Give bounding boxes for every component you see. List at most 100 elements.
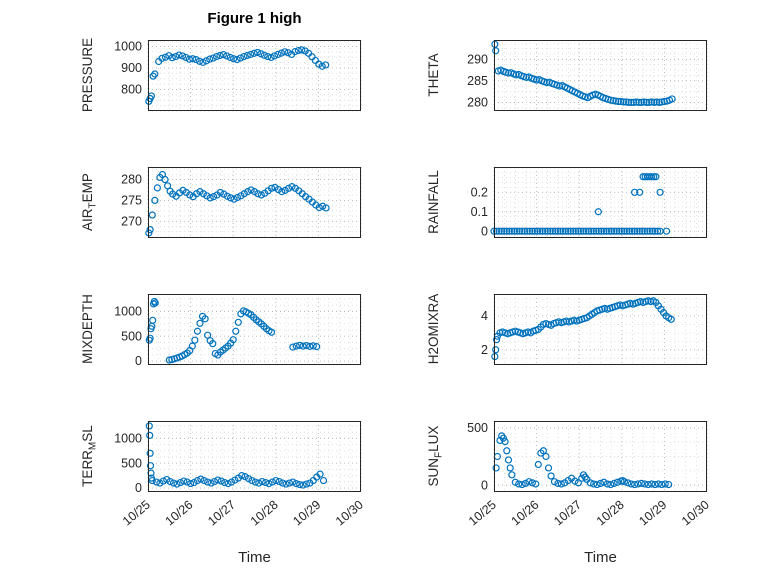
data-point xyxy=(508,471,516,479)
data-point xyxy=(229,336,237,344)
data-point xyxy=(169,479,178,487)
data-point xyxy=(667,315,675,323)
data-point xyxy=(240,52,248,61)
data-point xyxy=(253,48,262,57)
data-point xyxy=(505,227,513,235)
data-point xyxy=(173,480,181,488)
data-point xyxy=(504,69,513,77)
data-point xyxy=(267,53,275,62)
data-point xyxy=(523,227,531,235)
subplot-sunflux: SUNFLUX 0 500 10/25 10/26 10/27 10/28 10/29 10/… xyxy=(426,421,712,528)
axes-border xyxy=(494,421,707,492)
data-point xyxy=(627,98,635,106)
data-point xyxy=(255,479,263,487)
ylabel-text: SL xyxy=(80,425,95,442)
data-point xyxy=(641,480,649,488)
data-point xyxy=(544,464,553,472)
data-point xyxy=(223,192,231,200)
y-tick-label: 270 xyxy=(121,214,142,228)
x-tick-label: 10/25 xyxy=(466,498,499,529)
data-point xyxy=(515,227,524,235)
data-point xyxy=(193,327,202,335)
data-point xyxy=(492,346,500,354)
data-point xyxy=(594,208,602,216)
data-point xyxy=(221,478,229,487)
data-point xyxy=(146,462,155,470)
data-point xyxy=(571,477,579,485)
data-point xyxy=(210,477,219,486)
subplot-rainfall: RAINFALL 0 0.1 0.2 xyxy=(426,167,708,238)
data-point xyxy=(214,476,222,484)
y-tick-label: 0 xyxy=(481,224,488,238)
data-point xyxy=(236,54,245,62)
data-point xyxy=(628,227,636,235)
data-point xyxy=(219,51,228,59)
data-point xyxy=(658,480,666,489)
data-point xyxy=(145,422,153,430)
y-tick-label: 280 xyxy=(467,96,488,110)
data-point xyxy=(668,95,676,103)
data-point xyxy=(513,227,521,235)
data-point xyxy=(232,327,240,335)
data-point xyxy=(607,227,616,235)
data-point xyxy=(660,97,668,106)
data-point xyxy=(511,478,519,486)
data-point xyxy=(648,480,656,488)
data-point xyxy=(512,71,520,79)
data-point xyxy=(207,479,215,487)
plot-background xyxy=(148,167,361,238)
data-point xyxy=(508,227,516,235)
data-point xyxy=(285,479,294,487)
data-point xyxy=(633,227,641,235)
data-point xyxy=(619,98,628,106)
y-tick-label: 0.2 xyxy=(471,185,488,199)
data-point xyxy=(318,62,326,70)
data-point xyxy=(635,98,643,106)
data-point xyxy=(577,227,585,235)
data-point xyxy=(226,53,234,62)
data-point xyxy=(510,227,519,235)
data-point xyxy=(292,342,300,350)
data-point xyxy=(554,227,562,235)
y-tick-label: 1000 xyxy=(114,432,142,446)
data-point xyxy=(620,478,628,486)
data-point xyxy=(655,98,663,106)
data-point xyxy=(210,193,218,201)
data-point xyxy=(313,343,321,351)
data-point xyxy=(547,472,555,480)
ylabel-text: TERR xyxy=(80,450,95,487)
plot-area-terrmsl: 0 500 1000 10/25 10/26 10/27 10/28 10/29 10/30 xyxy=(114,421,366,528)
data-point xyxy=(612,97,620,105)
data-point xyxy=(607,96,615,104)
data-point xyxy=(322,204,330,212)
data-point xyxy=(268,478,276,486)
axes-border xyxy=(494,40,707,111)
data-point xyxy=(289,343,297,351)
data-point xyxy=(275,477,283,486)
data-point xyxy=(202,57,210,65)
x-tick-label: 10/30 xyxy=(333,498,366,529)
data-point xyxy=(556,82,564,90)
data-point xyxy=(625,98,633,106)
data-point xyxy=(515,480,523,488)
data-point xyxy=(296,480,304,489)
x-tick-label: 10/29 xyxy=(636,498,669,529)
data-point xyxy=(630,480,639,489)
data-point xyxy=(528,227,536,235)
data-point xyxy=(230,195,238,203)
axes-border xyxy=(148,294,361,365)
ylabel-text: PRESSURE xyxy=(80,37,95,113)
data-point xyxy=(586,479,594,487)
data-point xyxy=(284,49,292,57)
data-point xyxy=(549,227,557,235)
x-tick-label: 10/26 xyxy=(509,498,542,529)
data-point xyxy=(243,51,251,60)
data-point xyxy=(153,184,161,192)
data-point xyxy=(593,480,601,489)
y-tick-label: 500 xyxy=(121,456,142,470)
data-point xyxy=(603,480,611,488)
data-point xyxy=(651,227,659,235)
data-point xyxy=(618,227,626,235)
data-point xyxy=(610,227,618,235)
